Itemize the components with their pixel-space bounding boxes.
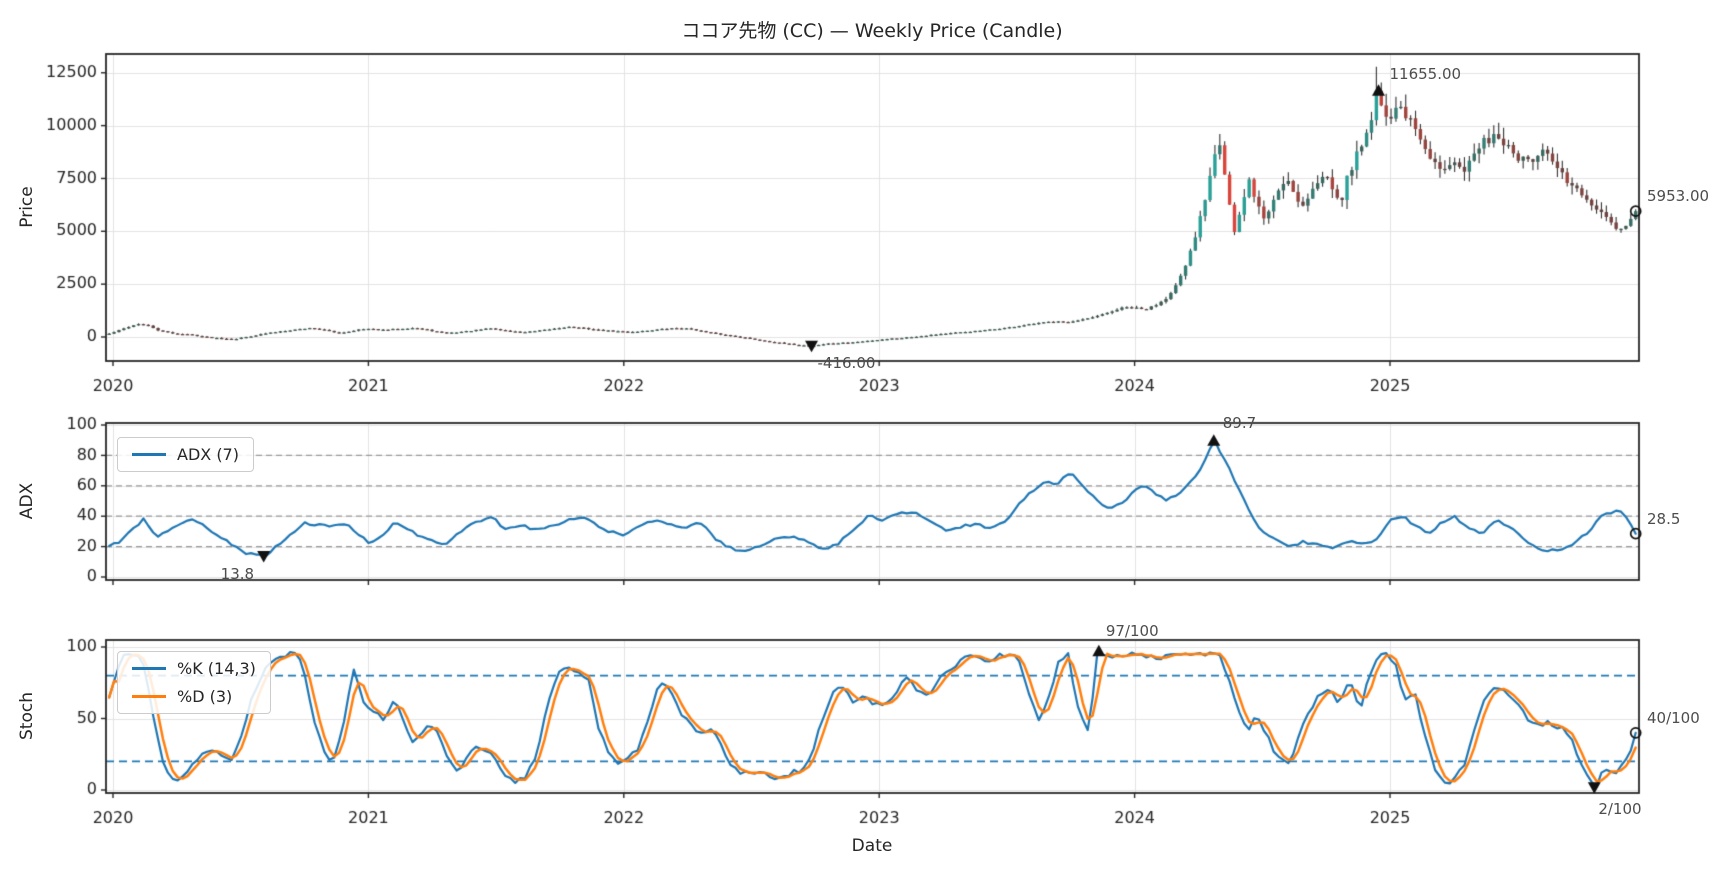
chart-title: ココア先物 (CC) — Weekly Price (Candle): [681, 20, 1063, 42]
date-axis-label: Date: [851, 836, 893, 856]
legend-item-percent-d: %D (3): [132, 687, 256, 706]
annotation-stoch-min: 2/100: [1598, 800, 1642, 819]
stoch-axis-label: Stoch: [17, 692, 37, 740]
percent-d-line-swatch: [132, 695, 166, 698]
price-axis-label: Price: [17, 186, 37, 228]
percent-d-legend-label: %D (3): [177, 687, 233, 706]
annotation-stoch-last: 40/100: [1647, 708, 1700, 727]
legend-item-percent-k: %K (14,3): [132, 659, 256, 678]
annotation-stoch-max: 97/100: [1105, 622, 1159, 641]
legend-item-adx: ADX (7): [132, 445, 239, 464]
annotation-adx-last: 28.5: [1647, 509, 1681, 528]
annotation-price-min: -416.00: [817, 353, 876, 372]
annotation-price-last: 5953.00: [1647, 187, 1710, 206]
adx-line-swatch: [132, 453, 166, 456]
annotation-adx-min: 13.8: [220, 565, 255, 584]
annotation-price-max: 11655.00: [1389, 64, 1462, 83]
adx-legend-label: ADX (7): [177, 445, 239, 464]
adx-legend: ADX (7): [117, 437, 254, 472]
adx-axis-label: ADX: [17, 482, 37, 520]
annotation-adx-max: 89.7: [1222, 413, 1257, 432]
percent-k-line-swatch: [132, 667, 166, 670]
stoch-legend: %K (14,3) %D (3): [117, 651, 271, 714]
percent-k-legend-label: %K (14,3): [177, 659, 256, 678]
